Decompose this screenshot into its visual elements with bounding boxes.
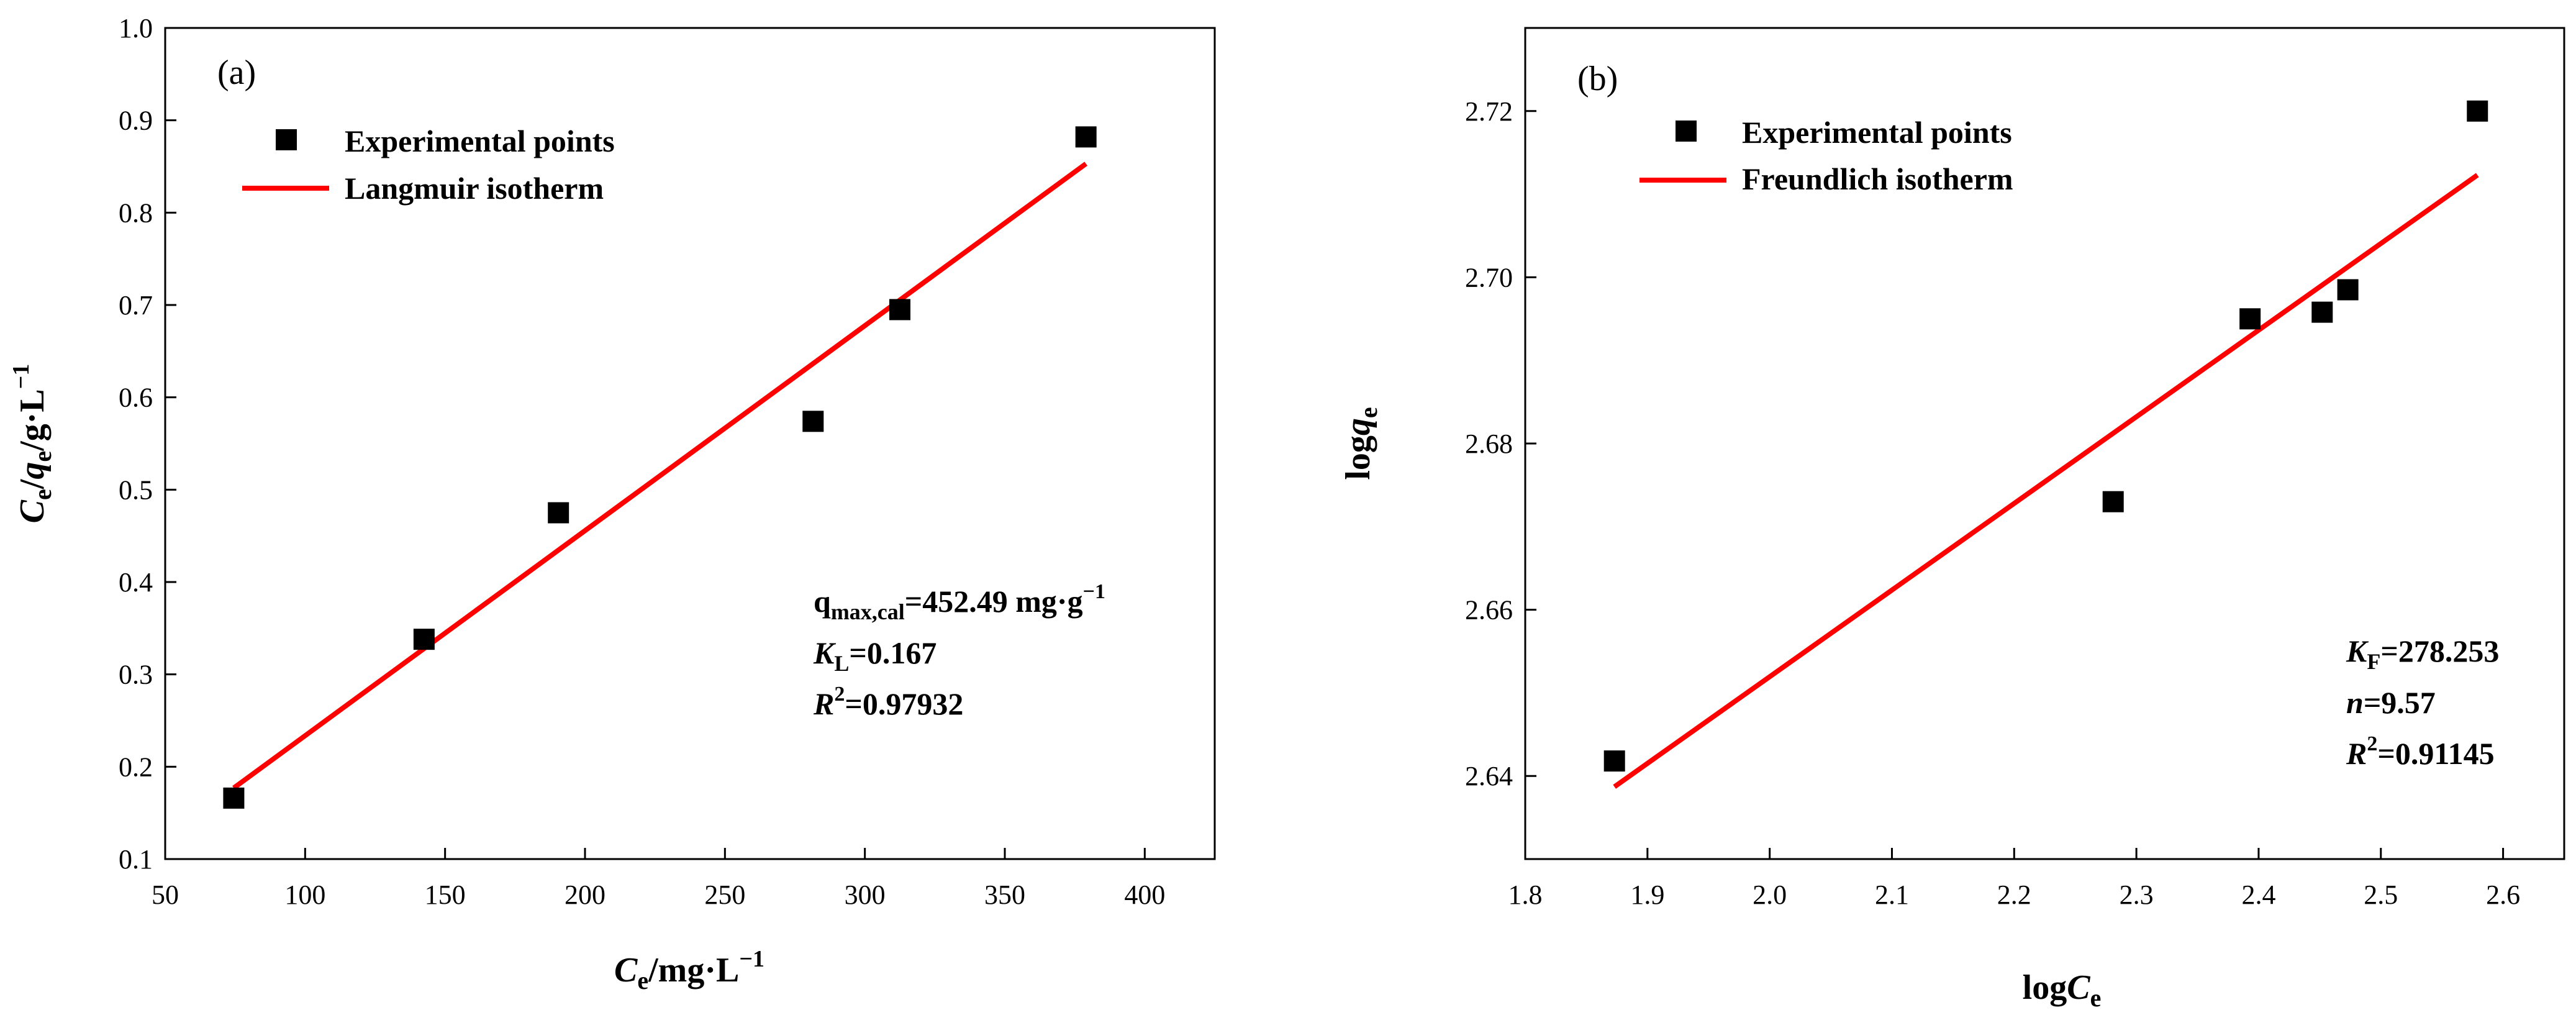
x-axis-title-b: logCe [2023,968,2102,1010]
data-point-b [1603,750,1625,772]
x-tick-label-b: 2.3 [2120,880,2154,910]
data-point-a [802,411,824,432]
annotation-n: n=9.57 [2346,685,2436,720]
data-point-b [2337,279,2359,301]
x-tick-label-a: 400 [1124,880,1165,910]
panel-label-a: (a) [217,53,256,92]
x-tick-label-a: 100 [284,880,325,910]
x-tick-label-b: 2.6 [2486,880,2520,910]
y-tick-label-a: 0.8 [119,198,153,228]
legend-a: Experimental points Langmuir isotherm [242,124,615,206]
data-marks-b [1603,100,2488,789]
annotation-kl: KL=0.167 [813,635,937,676]
x-tick-label-b: 1.9 [1630,880,1664,910]
data-point-a [223,787,245,809]
annotation-qmax: qmax,cal=452.49 mg·g−1 [814,580,1105,624]
x-tick-label-b: 2.1 [1875,880,1909,910]
data-point-b [2239,308,2261,330]
plot-frame-a [164,27,1216,860]
legend-label-points-b: Experimental points [1742,115,2012,150]
x-tick-label-b: 2.4 [2241,880,2275,910]
freundlich-chart: 1.8 1.9 2.0 2.1 2.2 2.3 2.4 2.5 2.6 2.64 2.66 2.68… [1339,27,2565,1010]
data-point-a [413,629,435,650]
annotation-r2-a: R2=0.97932 [813,683,963,721]
annotation-kf: KF=278.253 [2346,634,2499,674]
x-tick-label-a: 250 [704,880,745,910]
data-point-b [2102,491,2124,512]
fit-line-b [1613,173,2479,789]
annotation-r2-b: R2=0.91145 [2346,732,2495,771]
x-tick-label-b: 2.0 [1753,880,1787,910]
panel-label-b: (b) [1577,60,1618,98]
x-tick-labels-b: 1.8 1.9 2.0 2.1 2.2 2.3 2.4 2.5 2.6 [1508,880,2521,910]
x-tick-label-a: 300 [845,880,886,910]
langmuir-chart: 50 100 150 200 250 300 350 400 0.10.20.30.40.50… [8,13,1216,994]
data-point-a [1075,126,1097,148]
y-tick-label-a: 0.5 [119,475,153,505]
y-tick-label-a: 0.9 [119,106,153,136]
y-tick-label-b: 2.64 [1465,761,1513,791]
x-tick-label-b: 2.5 [2364,880,2398,910]
x-tick-label-a: 200 [565,880,605,910]
fit-line-a [232,162,1088,790]
y-tick-labels-a: 0.1 0.2 0.3 0.4 0.5 0.6 0.7 0.8 0.9 1.0 [119,13,153,875]
y-axis-title-a: Ce/qe/g·L−1 [8,364,57,524]
x-tick-labels-a: 50 100 150 200 250 300 350 400 [152,880,1165,910]
data-marks-a [223,126,1097,809]
y-tick-label-b: 2.66 [1465,595,1513,626]
legend-b: Experimental points Freundlich isotherm [1639,115,2013,196]
y-tick-label-a: 0.2 [119,752,153,782]
y-tick-labels-b: 2.64 2.66 2.68 2.70 2.72 [1465,96,1513,791]
data-point-b [2467,100,2488,122]
x-tick-label-a: 350 [984,880,1025,910]
x-tick-label-a: 150 [425,880,466,910]
x-tick-label-a: 50 [152,880,179,910]
data-point-a [548,502,569,524]
legend-label-line-a: Langmuir isotherm [345,171,604,206]
y-tick-label-a: 0.6 [119,383,153,413]
x-axis-title-a: Ce/mg·L−1 [614,946,764,994]
fit-parameters-b: KF=278.253 n=9.57 R2=0.91145 [2346,634,2499,771]
y-tick-label-a: 0.7 [119,290,153,321]
y-tick-label-a: 1.0 [119,13,153,43]
y-tick-label-b: 2.68 [1465,429,1513,459]
y-tick-label-a: 0.1 [119,844,153,875]
plot-frame-b [1524,27,2565,860]
legend-label-points-a: Experimental points [345,124,615,158]
x-tick-label-b: 1.8 [1508,880,1543,910]
y-tick-label-a: 0.4 [119,567,153,598]
data-point-b [2311,301,2333,323]
fit-parameters-a: qmax,cal=452.49 mg·g−1 KL=0.167 R2=0.979… [813,580,1105,721]
y-tick-label-b: 2.70 [1465,262,1513,293]
legend-marker-points-b [1676,121,1697,142]
y-axis-title-b: logqe [1339,407,1382,480]
y-tick-label-a: 0.3 [119,660,153,690]
legend-label-line-b: Freundlich isotherm [1742,162,2013,196]
data-point-a [889,299,910,321]
y-tick-label-b: 2.72 [1465,96,1513,127]
x-tick-label-b: 2.2 [1997,880,2031,910]
tick-marks-a [164,27,1146,860]
tick-marks-b [1524,110,2505,859]
legend-marker-points-a [276,129,297,150]
